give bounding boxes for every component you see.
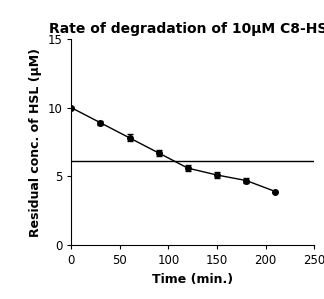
Title: Rate of degradation of 10μM C8-HSL: Rate of degradation of 10μM C8-HSL [49, 22, 324, 36]
Y-axis label: Residual conc. of HSL (μM): Residual conc. of HSL (μM) [29, 48, 42, 237]
X-axis label: Time (min.): Time (min.) [152, 273, 233, 286]
